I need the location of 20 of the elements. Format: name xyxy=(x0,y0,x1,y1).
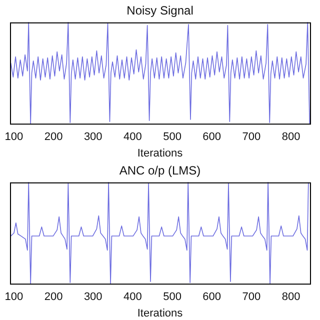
x-tick-label: 800 xyxy=(282,291,300,304)
x-tick-label: 500 xyxy=(163,291,182,304)
x-tick-label: 700 xyxy=(242,291,261,304)
chart-title: ANC o/p (LMS) xyxy=(119,164,201,178)
chart-title: Noisy Signal xyxy=(126,4,194,18)
x-axis-title: Iterations xyxy=(137,307,184,320)
x-tick-label: 600 xyxy=(202,131,222,144)
x-tick-label: 400 xyxy=(124,291,142,304)
x-tick-label: 100 xyxy=(4,291,24,304)
x-tick-label: 100 xyxy=(4,131,24,144)
x-tick-label: 800 xyxy=(282,131,300,144)
x-tick-label: 400 xyxy=(124,131,142,144)
x-tick-label: 500 xyxy=(163,131,182,144)
x-tick-label: 200 xyxy=(44,291,63,304)
x-axis-title: Iterations xyxy=(137,147,184,160)
x-tick-label: 300 xyxy=(84,131,102,144)
x-tick-label: 200 xyxy=(44,131,63,144)
x-tick-label: 600 xyxy=(202,291,222,304)
x-tick-label: 700 xyxy=(242,131,261,144)
x-tick-label: 300 xyxy=(84,291,102,304)
